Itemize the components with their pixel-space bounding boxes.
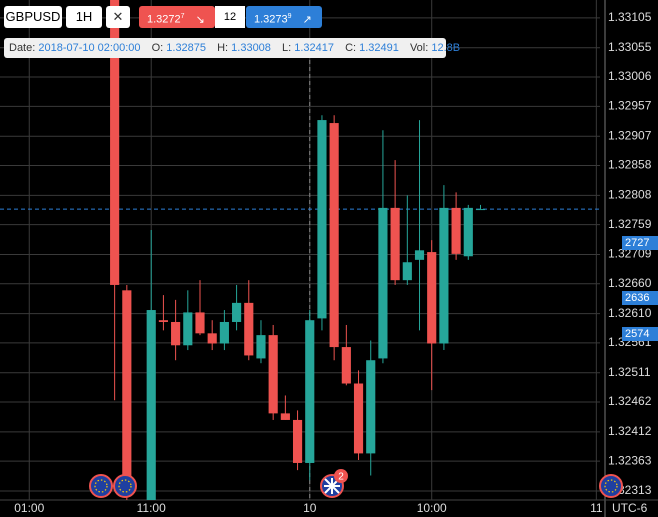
price-badge-label: 2636 (625, 292, 649, 304)
info-value: 1.33008 (231, 42, 271, 54)
eu-stars (604, 479, 618, 493)
sell-price: 1.3272 (147, 13, 181, 26)
candle-body (268, 335, 278, 414)
price-badge (622, 236, 658, 250)
sell-button[interactable]: 1.32727 ↘ (139, 6, 215, 28)
y-tick-label: 1.32709 (608, 247, 652, 261)
y-tick-label: 1.32462 (608, 394, 652, 408)
buy-price: 1.3273 (254, 13, 288, 26)
price-badge (622, 327, 658, 341)
candle-body (292, 419, 303, 463)
x-tick-label: 10 (303, 501, 317, 515)
y-tick-label: 1.32907 (608, 128, 652, 142)
x-tick-label: 10:00 (417, 501, 447, 515)
candle-body (390, 207, 400, 281)
y-tick-label: 1.32363 (608, 453, 652, 467)
price-badge-label: 2574 (625, 328, 649, 340)
candle-body (207, 333, 217, 344)
candle-body (256, 335, 266, 359)
candle-body (317, 120, 327, 319)
candle-body (158, 320, 168, 322)
info-label: H: (217, 42, 229, 54)
uk-cross (324, 478, 340, 494)
candle-body (232, 302, 242, 322)
candle-body (122, 290, 132, 491)
y-tick-label: 1.32808 (608, 188, 652, 202)
y-tick-label: 1.33006 (608, 69, 652, 83)
y-tick-label: 1.33055 (608, 40, 652, 54)
sell-pip: 7 (180, 13, 185, 20)
info-value: 1.32491 (359, 42, 399, 54)
buy-pip: 9 (287, 13, 292, 20)
event-badge (334, 469, 348, 483)
eu-stars (94, 479, 108, 493)
info-label: Vol: (409, 42, 429, 54)
candle-body (110, 0, 120, 285)
y-tick-label: 1.32957 (608, 99, 652, 113)
candle-body (463, 207, 473, 257)
buy-arrow: ↗ (302, 13, 312, 26)
eu-flag (113, 474, 137, 498)
y-tick-label: 1.32660 (608, 276, 652, 290)
candle-body (244, 302, 254, 356)
candle-body (305, 320, 315, 463)
eu-flag (89, 474, 113, 498)
close-button[interactable]: ✕ (106, 6, 130, 28)
candle-body (402, 262, 412, 281)
interval[interactable]: 1H (66, 6, 102, 28)
eu-flag (599, 474, 623, 498)
y-tick-label: 1.32858 (608, 158, 652, 172)
candle-body (171, 321, 181, 346)
candle-body (219, 321, 229, 344)
y-tick-label: 1.32412 (608, 424, 652, 438)
event-count: 2 (338, 472, 344, 483)
eu-stars (118, 479, 132, 493)
price-badge (622, 291, 658, 305)
candle-body (183, 312, 193, 346)
candle-body (146, 310, 156, 500)
candle-body (439, 207, 449, 344)
info-value: 1.32417 (294, 42, 334, 54)
y-tick-label: 1.32759 (608, 217, 652, 231)
candle-body (280, 413, 290, 420)
x-tick-label: 11:00 (137, 501, 166, 515)
candle-body (427, 252, 437, 344)
candle-body (378, 207, 388, 359)
info-label: Date: (9, 42, 36, 54)
price-badge-label: 2727 (625, 237, 649, 249)
y-tick-label: 1.33105 (608, 10, 652, 24)
info-value: 2018-07-10 02:00:00 (38, 42, 141, 54)
spread[interactable]: 12 (215, 6, 245, 28)
sell-arrow: ↘ (195, 13, 205, 26)
candle-body (341, 347, 351, 384)
y-tick-label: 1.32511 (608, 365, 651, 379)
candle-body (475, 209, 486, 211)
x-tick-label: 11 (590, 501, 603, 515)
candle-body (195, 312, 205, 334)
info-value: 1.32875 (166, 42, 207, 54)
symbol[interactable]: GBPUSD (4, 6, 62, 28)
y-tick-label: 1.32610 (608, 306, 652, 320)
candle-body (353, 383, 364, 454)
candle-body (366, 360, 376, 454)
timezone: UTC-6 (612, 501, 648, 515)
candle-body (414, 250, 425, 260)
info-label: O: (151, 42, 164, 54)
candle-body (329, 123, 339, 348)
info-value: 12.8B (431, 42, 461, 54)
info-label: L: (281, 42, 292, 54)
ohlc-info: Date: 2018-07-10 02:00:00 O: 1.32875 H: … (4, 38, 460, 58)
candle-body (451, 207, 461, 254)
buy-button[interactable]: 1.32739 ↗ (246, 6, 322, 28)
info-label: C: (345, 42, 357, 54)
x-tick-label: 01:00 (14, 501, 44, 515)
